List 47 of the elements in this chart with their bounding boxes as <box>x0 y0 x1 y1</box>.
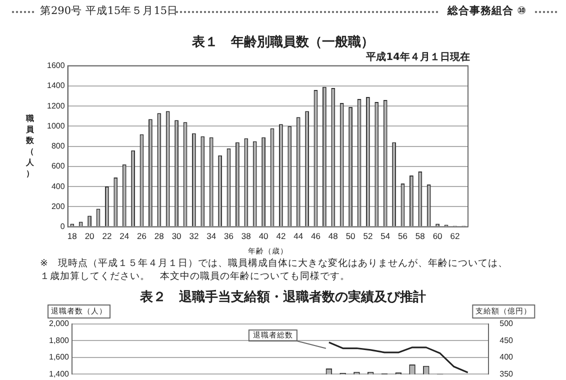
x-tick-label: 30 <box>172 231 182 242</box>
y-axis-title: 職員数（人） <box>24 114 35 178</box>
x-tick-label: 46 <box>311 231 321 242</box>
text: ※ 現時点（平成１５年４月１日）では、職員構成自体に大きな変化はありませんが、年齢については、１歳加算してください。 本文中の職員の年齢についても同様です。 <box>40 257 509 283</box>
x-tick-label: 38 <box>241 231 252 242</box>
x-tick-label: 22 <box>102 231 112 242</box>
x-tick-label: 40 <box>258 231 269 242</box>
text: 総合事務組合 ⑩ <box>447 4 526 18</box>
y-tick-label: 1600 <box>47 61 66 70</box>
y2-tick-label: 450 <box>500 336 514 345</box>
y-tick-label: 400 <box>51 182 66 191</box>
y-tick-label: 1400 <box>47 81 66 90</box>
x-tick-label: 32 <box>189 231 199 242</box>
x-tick-label: 26 <box>137 231 147 242</box>
y-tick-label: 0 <box>60 222 66 232</box>
x-tick-label: 60 <box>432 231 443 242</box>
x-tick-label: 56 <box>398 231 408 242</box>
x-tick-label: 58 <box>415 231 426 242</box>
x-tick-label: 34 <box>206 231 216 242</box>
y-tick-label: 600 <box>51 162 66 171</box>
x-tick-label: 62 <box>450 231 460 242</box>
chart-subtitle: 平成14年４月１日現在 <box>366 50 470 64</box>
y2-tick-label: 400 <box>500 352 514 362</box>
x-tick-label: 36 <box>224 231 234 242</box>
x-tick-label: 42 <box>276 231 286 242</box>
y-tick-label: 1,800 <box>48 336 70 345</box>
y-tick-label: 200 <box>51 202 66 211</box>
x-tick-label: 28 <box>154 231 164 242</box>
y-tick-label: 1,400 <box>48 369 70 378</box>
x-tick-label: 20 <box>84 231 95 242</box>
y-tick-label: 2,000 <box>48 319 70 328</box>
x-tick-label: 52 <box>363 231 373 242</box>
y-tick-label: 1200 <box>47 101 66 110</box>
x-tick-label: 50 <box>346 231 356 242</box>
x-tick-label: 44 <box>294 231 304 242</box>
y-tick-label: 1000 <box>47 121 66 130</box>
x-tick-label: 24 <box>120 231 130 242</box>
x-tick-label: 48 <box>328 231 338 242</box>
x-tick-label: 54 <box>380 231 390 242</box>
x-tick-label: 18 <box>67 231 78 242</box>
text: 第290号 平成15年５月15日 <box>40 4 178 18</box>
y2-tick-label: 350 <box>500 369 514 378</box>
y-tick-label: 800 <box>51 142 66 151</box>
y2-tick-label: 500 <box>500 319 514 328</box>
chart-title: 表１ 年齢別職員数（一般職） <box>191 34 375 51</box>
chart-title: 表２ 退職手当支給額・退職者数の実績及び推計 <box>139 288 427 306</box>
y-tick-label: 1,600 <box>48 352 70 362</box>
